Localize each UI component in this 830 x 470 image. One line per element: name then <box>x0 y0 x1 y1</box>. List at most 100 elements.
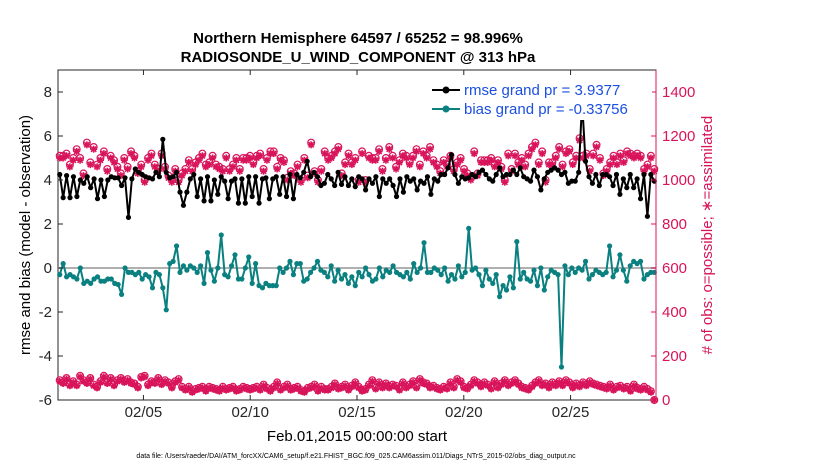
rmse-point <box>218 174 224 180</box>
asterisk-stroke <box>178 384 186 392</box>
obs-assimilated-marker <box>73 147 81 155</box>
legend-rmse-label: rmse grand pr = 3.9377 <box>464 82 620 99</box>
asterisk-stroke <box>559 163 566 170</box>
asterisk-stroke <box>392 383 400 390</box>
bias-point <box>242 265 248 271</box>
obs-assimilated-marker <box>124 165 132 173</box>
asterisk-stroke <box>572 154 580 162</box>
rmse-point <box>527 178 534 184</box>
obs-assimilated-marker <box>368 377 376 385</box>
asterisk-stroke <box>273 380 281 387</box>
asterisk-stroke <box>589 381 597 388</box>
bias-point <box>565 272 571 278</box>
rmse-point <box>531 167 537 173</box>
asterisk-stroke <box>382 157 390 164</box>
obs-assimilated-marker <box>426 145 434 153</box>
obs-assimilated-marker <box>406 161 414 169</box>
asterisk-stroke <box>460 384 468 392</box>
bias-point <box>514 239 520 245</box>
obs-assimilated-marker <box>96 156 104 164</box>
obs-assimilated-marker <box>358 150 366 158</box>
asterisk-stroke <box>457 379 464 386</box>
asterisk-stroke <box>501 179 508 186</box>
asterisk-stroke <box>386 146 393 153</box>
bias-point <box>466 225 472 231</box>
obs-assimilated-marker <box>637 154 645 162</box>
obs-assimilated-marker <box>341 161 349 169</box>
asterisk-stroke <box>216 165 223 173</box>
rmse-point <box>641 171 647 178</box>
asterisk-stroke <box>341 161 349 168</box>
asterisk-stroke <box>100 150 108 157</box>
asterisk-stroke <box>256 152 264 159</box>
rmse-point <box>466 175 472 181</box>
obs-assimilated-marker <box>83 141 91 149</box>
asterisk-stroke <box>219 384 226 392</box>
asterisk-stroke <box>644 386 651 394</box>
rmse-point <box>390 182 396 189</box>
rmse-point <box>170 174 176 180</box>
asterisk-stroke <box>647 389 655 396</box>
asterisk-stroke <box>600 384 607 392</box>
y-tick-label-left: -4 <box>39 348 52 365</box>
asterisk-stroke <box>209 154 216 162</box>
obs-assimilated-marker <box>375 147 383 155</box>
obs-assimilated-marker <box>412 384 420 392</box>
rmse-point <box>266 196 272 202</box>
asterisk-stroke <box>63 375 70 383</box>
rmse-point <box>149 176 156 182</box>
bias-point <box>60 261 66 267</box>
obs-assimilated-marker <box>392 165 400 173</box>
asterisk-stroke <box>297 179 305 186</box>
obs-assimilated-marker <box>175 376 183 384</box>
obs-assimilated-marker <box>518 156 526 164</box>
obs-assimilated-marker <box>110 158 118 166</box>
obs-assimilated-marker <box>222 154 230 162</box>
bias-point <box>259 285 266 291</box>
obs-assimilated-marker <box>96 378 104 386</box>
asterisk-stroke <box>606 161 614 168</box>
asterisk-stroke <box>260 168 267 175</box>
y-axis-label-left: rmse and bias (model - observation) <box>17 115 34 355</box>
y-tick-label-left: 4 <box>44 172 52 189</box>
asterisk-stroke <box>467 176 474 184</box>
bias-point <box>417 265 424 271</box>
bias-point <box>400 274 406 280</box>
obs-assimilated-marker <box>137 163 145 171</box>
obs-assimilated-marker <box>559 163 567 171</box>
obs-assimilated-marker <box>552 382 560 390</box>
y-axis-label-right: # of obs: o=possible; ∗=assimilated <box>699 116 716 355</box>
obs-assimilated-marker <box>606 161 614 169</box>
bias-point <box>455 263 461 269</box>
obs-assimilated-marker <box>372 156 380 164</box>
bias-point <box>603 269 609 275</box>
rmse-point <box>115 175 121 181</box>
rmse-point <box>445 165 451 171</box>
obs-assimilated-marker <box>185 158 193 166</box>
title-line-2: RADIOSONDE_U_WIND_COMPONENT @ 313 hPa <box>181 49 536 66</box>
asterisk-stroke <box>484 382 491 389</box>
obs-assimilated-marker <box>565 147 573 155</box>
obs-assimilated-marker <box>86 161 94 169</box>
rmse-point <box>118 182 125 189</box>
rmse-point <box>273 174 279 180</box>
obs-assimilated-marker <box>623 384 631 392</box>
asterisk-stroke <box>549 161 556 168</box>
bias-point <box>486 276 492 282</box>
bias-point <box>314 258 321 264</box>
asterisk-stroke <box>206 384 213 392</box>
bias-point <box>228 263 235 269</box>
asterisk-stroke <box>331 381 339 388</box>
obs-assimilated-marker <box>596 156 604 164</box>
obs-assimilated-marker <box>395 386 403 394</box>
rmse-point <box>648 171 654 178</box>
obs-assimilated-marker <box>569 161 577 169</box>
bias-point <box>232 252 238 258</box>
x-tick-label: 02/10 <box>231 404 269 421</box>
bias-point <box>373 276 379 282</box>
obs-assimilated-marker <box>311 382 319 390</box>
asterisk-stroke <box>70 379 77 386</box>
rmse-point <box>222 178 228 184</box>
x-tick-label: 02/15 <box>338 404 376 421</box>
legend: rmse grand pr = 3.9377 bias grand pr = -… <box>428 78 652 120</box>
